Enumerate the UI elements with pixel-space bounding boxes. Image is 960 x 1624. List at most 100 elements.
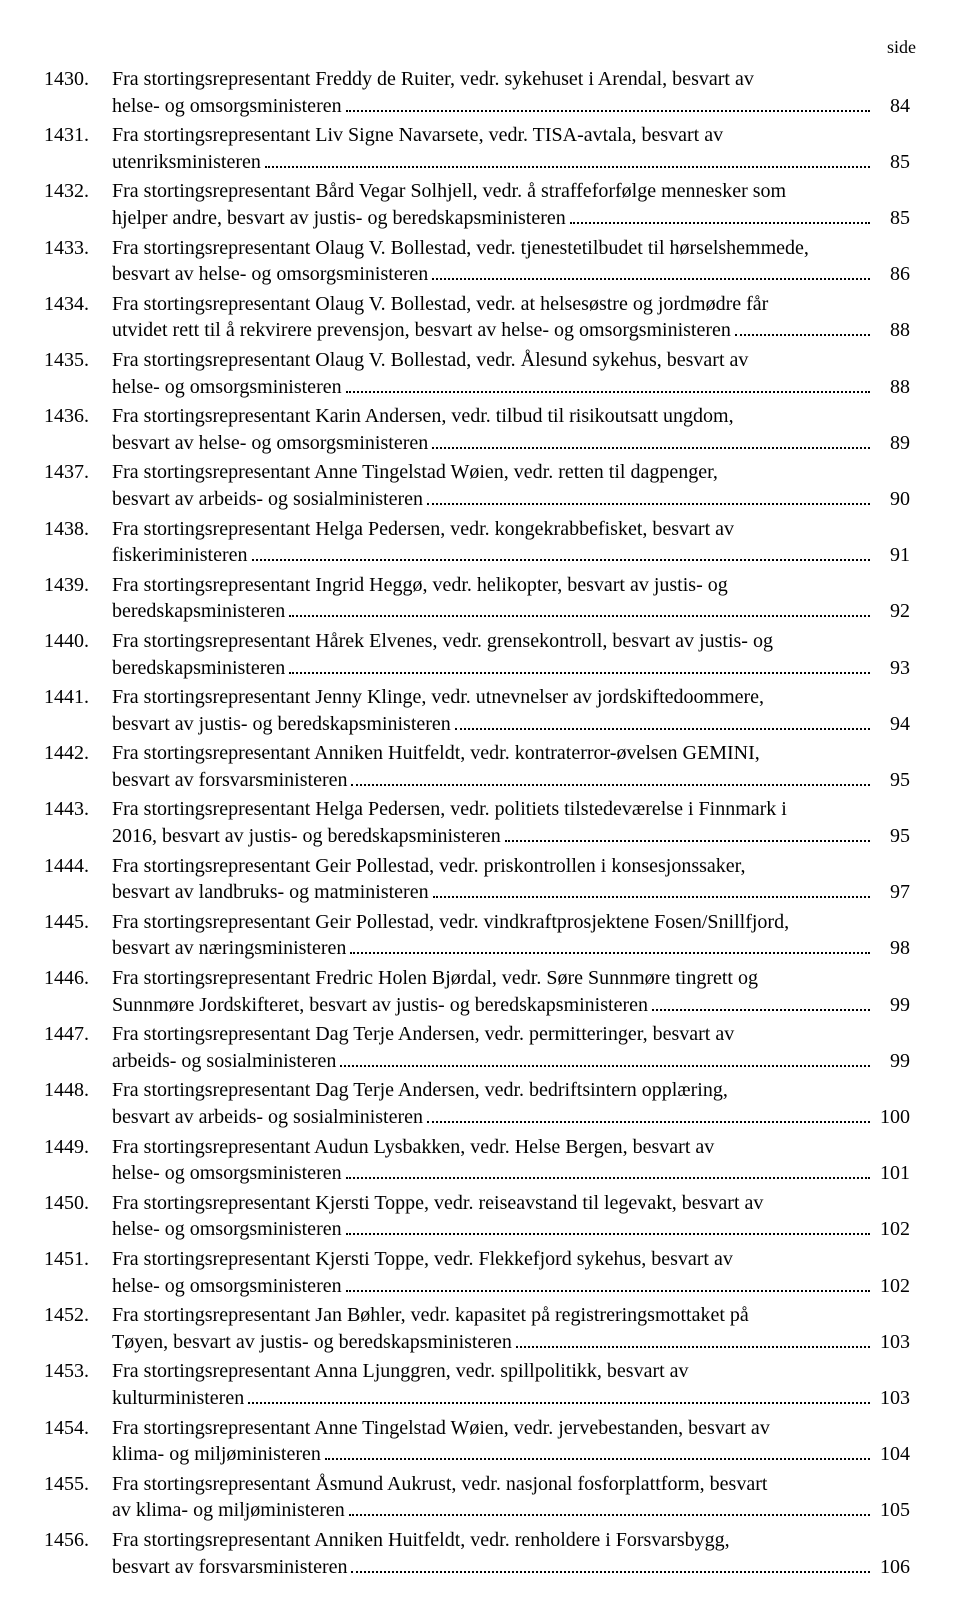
toc-entry: 1430.Fra stortingsrepresentant Freddy de… [44, 67, 916, 119]
toc-entry: 1442.Fra stortingsrepresentant Anniken H… [44, 741, 916, 793]
entry-tail-text: beredskapsministeren [112, 656, 285, 682]
page-number: 99 [874, 1049, 910, 1075]
entry-body: Fra stortingsrepresentant Dag Terje Ande… [112, 1022, 916, 1074]
page-number: 102 [874, 1274, 910, 1300]
entry-text-line: Fra stortingsrepresentant Olaug V. Bolle… [112, 348, 910, 374]
dotted-leader [516, 1329, 870, 1348]
entry-tail-text: Tøyen, besvart av justis- og beredskapsm… [112, 1330, 512, 1356]
entry-tail-text: besvart av arbeids- og sosialministeren [112, 487, 423, 513]
toc-entry: 1449.Fra stortingsrepresentant Audun Lys… [44, 1135, 916, 1187]
entry-tail-text: besvart av justis- og beredskapsminister… [112, 712, 451, 738]
entry-tail-text: utvidet rett til å rekvirere prevensjon,… [112, 318, 731, 344]
toc-entry: 1443.Fra stortingsrepresentant Helga Ped… [44, 797, 916, 849]
entry-body: Fra stortingsrepresentant Dag Terje Ande… [112, 1078, 916, 1130]
toc-entry: 1454.Fra stortingsrepresentant Anne Ting… [44, 1416, 916, 1468]
toc-entry: 1433.Fra stortingsrepresentant Olaug V. … [44, 236, 916, 288]
entry-number: 1442. [44, 741, 112, 767]
toc-entry: 1441.Fra stortingsrepresentant Jenny Kli… [44, 685, 916, 737]
entry-body: Fra stortingsrepresentant Anna Ljunggren… [112, 1359, 916, 1411]
entry-number: 1441. [44, 685, 112, 711]
entry-text-line: Fra stortingsrepresentant Bård Vegar Sol… [112, 179, 910, 205]
entry-body: Fra stortingsrepresentant Olaug V. Bolle… [112, 292, 916, 344]
entry-last-line: arbeids- og sosialministeren 99 [112, 1048, 910, 1075]
entry-number: 1448. [44, 1078, 112, 1104]
entry-number: 1454. [44, 1416, 112, 1442]
entry-last-line: besvart av helse- og omsorgsministeren89 [112, 430, 910, 457]
entry-last-line: helse- og omsorgsministeren88 [112, 374, 910, 401]
entry-number: 1435. [44, 348, 112, 374]
entry-tail-text: helse- og omsorgsministeren [112, 1274, 342, 1300]
entry-number: 1445. [44, 910, 112, 936]
entry-tail-text: besvart av næringsministeren [112, 936, 346, 962]
entry-tail-text: helse- og omsorgsministeren [112, 94, 342, 120]
page-number: 86 [874, 262, 910, 288]
entry-body: Fra stortingsrepresentant Audun Lysbakke… [112, 1135, 916, 1187]
dotted-leader [346, 93, 870, 112]
entry-last-line: besvart av justis- og beredskapsminister… [112, 711, 910, 738]
entry-number: 1453. [44, 1359, 112, 1385]
page-number: 98 [874, 936, 910, 962]
entry-tail-text: besvart av arbeids- og sosialministeren [112, 1105, 423, 1131]
dotted-leader [346, 374, 870, 393]
entry-text-line: Fra stortingsrepresentant Audun Lysbakke… [112, 1135, 910, 1161]
dotted-leader [505, 823, 870, 842]
dotted-leader [432, 261, 870, 280]
entry-number: 1450. [44, 1191, 112, 1217]
entry-body: Fra stortingsrepresentant Liv Signe Nava… [112, 123, 916, 175]
page-header-label: side [44, 36, 916, 59]
entry-text-line: Fra stortingsrepresentant Liv Signe Nava… [112, 123, 910, 149]
entry-text-line: Fra stortingsrepresentant Karin Andersen… [112, 404, 910, 430]
entry-last-line: besvart av forsvarsministeren106 [112, 1554, 910, 1581]
entry-last-line: besvart av næringsministeren 98 [112, 935, 910, 962]
entry-text-line: Fra stortingsrepresentant Dag Terje Ande… [112, 1022, 910, 1048]
toc-entry: 1445.Fra stortingsrepresentant Geir Poll… [44, 910, 916, 962]
dotted-leader [427, 1104, 870, 1123]
page-number: 97 [874, 880, 910, 906]
entry-last-line: beredskapsministeren93 [112, 655, 910, 682]
entry-text-line: Fra stortingsrepresentant Anniken Huitfe… [112, 1528, 910, 1554]
entry-number: 1446. [44, 966, 112, 992]
entry-last-line: Tøyen, besvart av justis- og beredskapsm… [112, 1329, 910, 1356]
toc-entry: 1450.Fra stortingsrepresentant Kjersti T… [44, 1191, 916, 1243]
entry-last-line: fiskeriministeren91 [112, 542, 910, 569]
dotted-leader [265, 149, 870, 168]
toc-entry: 1436.Fra stortingsrepresentant Karin And… [44, 404, 916, 456]
entry-number: 1447. [44, 1022, 112, 1048]
entry-text-line: Fra stortingsrepresentant Kjersti Toppe,… [112, 1247, 910, 1273]
toc-entry: 1452.Fra stortingsrepresentant Jan Bøhle… [44, 1303, 916, 1355]
entry-tail-text: besvart av forsvarsministeren [112, 768, 347, 794]
entry-tail-text: helse- og omsorgsministeren [112, 1161, 342, 1187]
toc-entry: 1435.Fra stortingsrepresentant Olaug V. … [44, 348, 916, 400]
page-number: 100 [874, 1105, 910, 1131]
toc-entry: 1437.Fra stortingsrepresentant Anne Ting… [44, 460, 916, 512]
entry-text-line: Fra stortingsrepresentant Geir Pollestad… [112, 854, 910, 880]
entry-last-line: besvart av helse- og omsorgsministeren86 [112, 261, 910, 288]
dotted-leader [433, 879, 870, 898]
page-number: 105 [874, 1498, 910, 1524]
entry-tail-text: hjelper andre, besvart av justis- og ber… [112, 206, 566, 232]
entry-last-line: utenriksministeren85 [112, 149, 910, 176]
entry-body: Fra stortingsrepresentant Hårek Elvenes,… [112, 629, 916, 681]
entry-tail-text: beredskapsministeren [112, 599, 285, 625]
toc-entry: 1448.Fra stortingsrepresentant Dag Terje… [44, 1078, 916, 1130]
entry-number: 1449. [44, 1135, 112, 1161]
page-number: 102 [874, 1217, 910, 1243]
page-number: 106 [874, 1555, 910, 1581]
entry-last-line: 2016, besvart av justis- og beredskapsmi… [112, 823, 910, 850]
entry-text-line: Fra stortingsrepresentant Anne Tingelsta… [112, 1416, 910, 1442]
page-number: 95 [874, 824, 910, 850]
entry-text-line: Fra stortingsrepresentant Anna Ljunggren… [112, 1359, 910, 1385]
page-number: 88 [874, 375, 910, 401]
entry-body: Fra stortingsrepresentant Fredric Holen … [112, 966, 916, 1018]
toc-entry: 1434.Fra stortingsrepresentant Olaug V. … [44, 292, 916, 344]
dotted-leader [325, 1441, 870, 1460]
entry-last-line: klima- og miljøministeren104 [112, 1441, 910, 1468]
dotted-leader [350, 935, 870, 954]
page-number: 99 [874, 993, 910, 1019]
entry-tail-text: arbeids- og sosialministeren [112, 1049, 336, 1075]
entry-tail-text: klima- og miljøministeren [112, 1442, 321, 1468]
entry-body: Fra stortingsrepresentant Ingrid Heggø, … [112, 573, 916, 625]
entry-body: Fra stortingsrepresentant Anne Tingelsta… [112, 460, 916, 512]
entry-last-line: besvart av forsvarsministeren95 [112, 767, 910, 794]
entry-number: 1431. [44, 123, 112, 149]
